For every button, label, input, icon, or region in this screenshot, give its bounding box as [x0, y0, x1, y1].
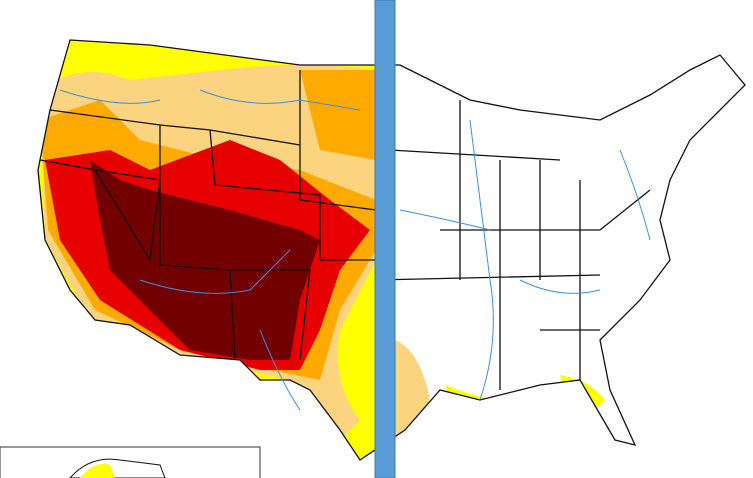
- inset-drought: [80, 463, 115, 478]
- divider-bar: [374, 0, 396, 478]
- drought-d4: [90, 160, 320, 360]
- drought-d1-tx: [395, 340, 430, 440]
- country-outline: [37, 39, 746, 461]
- rivers: [59, 89, 651, 411]
